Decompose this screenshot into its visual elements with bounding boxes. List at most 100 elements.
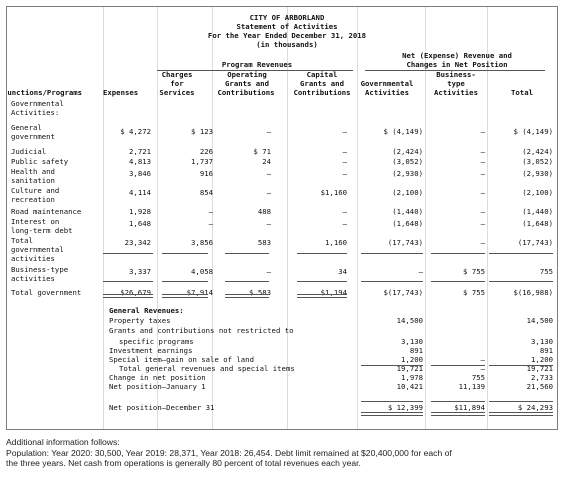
- cell-total: 755: [539, 267, 553, 276]
- general-cell-gov: 19,721: [396, 364, 423, 373]
- cell-capital: —: [342, 157, 347, 166]
- row-label: General: [11, 123, 42, 132]
- general-cell-gov: 14,500: [396, 316, 423, 325]
- cell-operating: —: [266, 127, 271, 136]
- cell-total: $ (4,149): [513, 127, 553, 136]
- row-label: recreation: [11, 195, 55, 204]
- cell-bt: —: [480, 127, 485, 136]
- net-header-line-1: Net (Expense) Revenue and: [402, 51, 512, 60]
- section-governmental-activities: Activities:: [11, 108, 60, 117]
- statement-units: (in thousands): [256, 40, 318, 49]
- cell-gov: (17,743): [387, 238, 423, 247]
- cell-operating: —: [266, 169, 271, 178]
- cell-gov: (2,100): [392, 188, 423, 197]
- cell-charges: 4,058: [191, 267, 213, 276]
- operating-header-1: Operating: [227, 70, 267, 79]
- cell-total: (2,100): [522, 188, 553, 197]
- cell-gov: (2,930): [392, 169, 423, 178]
- row-label: Culture and: [11, 186, 60, 195]
- notes-line-1: Population: Year 2020: 30,500, Year 2019…: [6, 447, 452, 458]
- general-revenue-label: Net position—January 1: [109, 382, 206, 391]
- general-cell-gov: $ 12,399: [387, 403, 423, 412]
- cell-charges: $7,914: [186, 288, 213, 297]
- cell-expenses: $26,679: [120, 288, 151, 297]
- cell-expenses: $ 4,272: [120, 127, 151, 136]
- general-cell-bt: 755: [471, 373, 485, 382]
- general-cell-total: $ 24,293: [517, 403, 553, 412]
- cell-expenses: 3,846: [129, 169, 151, 178]
- general-revenue-label: Special item—gain on sale of land: [109, 355, 254, 364]
- general-cell-total: 19,721: [526, 364, 553, 373]
- cell-total: (1,648): [522, 219, 553, 228]
- business-type-header-1: Business-: [436, 70, 476, 79]
- row-label: Public safety: [11, 157, 69, 166]
- row-label: Health and: [11, 167, 55, 176]
- general-cell-gov: 1,978: [401, 373, 423, 382]
- cell-operating: 583: [257, 238, 271, 247]
- cell-operating: —: [266, 267, 271, 276]
- cell-expenses: 4,114: [129, 188, 151, 197]
- general-cell-total: 1,200: [531, 355, 553, 364]
- general-revenue-label: Property taxes: [109, 316, 171, 325]
- cell-expenses: 2,721: [129, 147, 151, 156]
- cell-operating: 488: [257, 207, 271, 216]
- cell-charges: 3,856: [191, 238, 213, 247]
- cell-gov: $(17,743): [383, 288, 423, 297]
- net-header-line-2: Changes in Net Position: [406, 60, 508, 69]
- cell-gov: (3,052): [392, 157, 423, 166]
- cell-operating: 24: [262, 157, 271, 166]
- cell-charges: $ 123: [191, 127, 213, 136]
- cell-charges: —: [208, 219, 213, 228]
- cell-gov: $ (4,149): [383, 127, 423, 136]
- general-cell-total: 14,500: [526, 316, 553, 325]
- cell-capital: $1,160: [320, 188, 347, 197]
- cell-total: $(16,988): [513, 288, 553, 297]
- total-header: Total: [511, 88, 533, 97]
- row-label: Interest on: [11, 217, 60, 226]
- general-cell-total: 891: [539, 346, 553, 355]
- capital-header-3: Contributions: [293, 88, 351, 97]
- cell-expenses: 3,337: [129, 267, 151, 276]
- general-revenue-label: Net position—December 31: [109, 403, 215, 412]
- cell-bt: —: [480, 169, 485, 178]
- cell-gov: (1,440): [392, 207, 423, 216]
- statement-title: Statement of Activities: [236, 22, 338, 31]
- expenses-header: Expenses: [103, 88, 139, 97]
- general-cell-bt: —: [480, 355, 485, 364]
- notes-line-2: the three years. Net cash from operation…: [6, 458, 361, 468]
- cell-gov: —: [418, 267, 423, 276]
- row-label: Road maintenance: [11, 207, 82, 216]
- additional-information: Additional information follows: Populati…: [6, 437, 558, 469]
- cell-gov: (1,648): [392, 219, 423, 228]
- general-cell-gov: 891: [409, 346, 423, 355]
- row-label: activities: [11, 274, 55, 283]
- row-label: activities: [11, 254, 55, 263]
- cell-capital: —: [342, 169, 347, 178]
- general-cell-bt: 11,139: [458, 382, 485, 391]
- general-revenues-heading: General Revenues:: [109, 306, 184, 315]
- row-label: governmental: [11, 245, 64, 254]
- operating-header-2: Grants and: [225, 79, 269, 88]
- capital-header-1: Capital: [306, 70, 338, 79]
- capital-header-2: Grants and: [300, 79, 344, 88]
- cell-capital: —: [342, 127, 347, 136]
- general-cell-total: 21,560: [526, 382, 553, 391]
- cell-total: (2,930): [522, 169, 553, 178]
- program-revenues-header: Program Revenues: [221, 60, 293, 69]
- cell-bt: $ 755: [463, 288, 485, 297]
- charges-header-1: Charges: [161, 70, 193, 79]
- cell-total: (3,052): [522, 157, 553, 166]
- cell-capital: $1,194: [320, 288, 347, 297]
- general-cell-bt: —: [480, 364, 485, 373]
- row-label: sanitation: [11, 176, 55, 185]
- functions-programs-header: Functions/Programs: [6, 88, 83, 97]
- general-cell-bt: $11,894: [454, 403, 485, 412]
- general-cell-gov: 10,421: [396, 382, 423, 391]
- business-type-header-3: Activities: [434, 88, 478, 97]
- general-cell-gov: 1,200: [401, 355, 423, 364]
- cell-bt: —: [480, 188, 485, 197]
- general-revenue-label: Total general revenues and special items: [119, 364, 295, 373]
- general-cell-gov: 3,130: [401, 337, 423, 346]
- general-revenue-label: Grants and contributions not restricted …: [109, 326, 294, 335]
- cell-bt: —: [480, 219, 485, 228]
